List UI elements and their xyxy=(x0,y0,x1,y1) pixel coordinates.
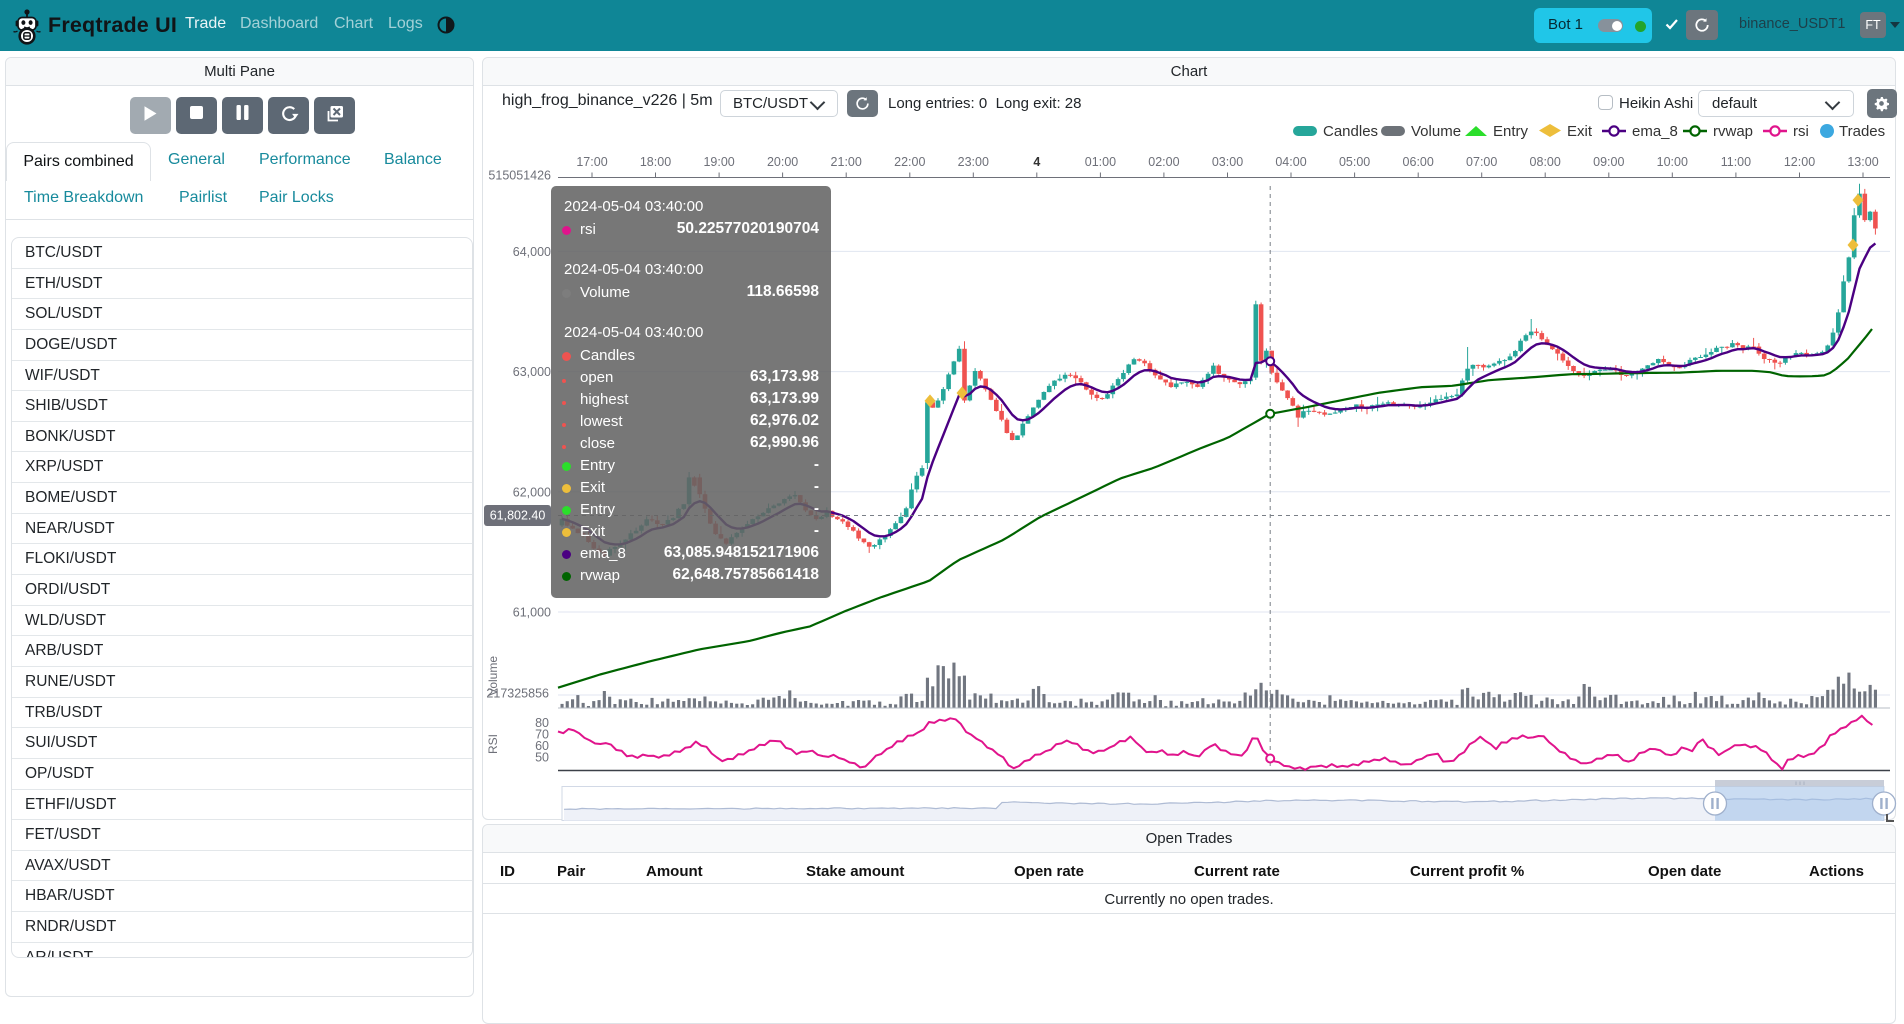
svg-text:62,000: 62,000 xyxy=(513,485,551,499)
svg-text:11:00: 11:00 xyxy=(1721,155,1751,169)
svg-text:20:00: 20:00 xyxy=(767,155,798,169)
svg-text:01:00: 01:00 xyxy=(1085,155,1116,169)
svg-text:10:00: 10:00 xyxy=(1657,155,1688,169)
svg-text:06:00: 06:00 xyxy=(1403,155,1434,169)
svg-text:07:00: 07:00 xyxy=(1466,155,1497,169)
svg-text:17:00: 17:00 xyxy=(576,155,607,169)
svg-text:22:00: 22:00 xyxy=(894,155,925,169)
svg-text:21:00: 21:00 xyxy=(831,155,862,169)
svg-text:64,000: 64,000 xyxy=(513,245,551,259)
svg-text:Entry: Entry xyxy=(1493,123,1529,140)
svg-text:rvwap: rvwap xyxy=(1713,123,1753,140)
svg-text:217325856: 217325856 xyxy=(486,687,549,701)
svg-text:12:00: 12:00 xyxy=(1784,155,1815,169)
svg-text:05:00: 05:00 xyxy=(1339,155,1370,169)
svg-text:61,000: 61,000 xyxy=(513,606,551,620)
svg-text:04:00: 04:00 xyxy=(1275,155,1306,169)
svg-text:23:00: 23:00 xyxy=(958,155,989,169)
svg-text:08:00: 08:00 xyxy=(1530,155,1561,169)
svg-text:Volume: Volume xyxy=(486,656,500,696)
svg-text:02:00: 02:00 xyxy=(1148,155,1179,169)
svg-text:70: 70 xyxy=(535,727,549,741)
svg-text:Candles: Candles xyxy=(1323,123,1378,140)
svg-text:63,000: 63,000 xyxy=(513,365,551,379)
svg-text:515051426: 515051426 xyxy=(488,169,551,183)
svg-text:4: 4 xyxy=(1033,155,1040,169)
svg-text:19:00: 19:00 xyxy=(703,155,734,169)
svg-text:Trades: Trades xyxy=(1839,123,1885,140)
svg-text:09:00: 09:00 xyxy=(1593,155,1624,169)
svg-text:80: 80 xyxy=(535,716,549,730)
svg-text:50: 50 xyxy=(535,751,549,765)
svg-text:Exit: Exit xyxy=(1567,123,1593,140)
svg-text:03:00: 03:00 xyxy=(1212,155,1243,169)
svg-text:RSI: RSI xyxy=(486,734,500,754)
svg-text:Volume: Volume xyxy=(1411,123,1461,140)
svg-text:18:00: 18:00 xyxy=(640,155,671,169)
svg-text:rsi: rsi xyxy=(1793,123,1809,140)
svg-text:61,802.40: 61,802.40 xyxy=(490,509,546,523)
svg-text:60: 60 xyxy=(535,739,549,753)
svg-text:13:00: 13:00 xyxy=(1847,155,1878,169)
svg-text:ema_8: ema_8 xyxy=(1632,123,1678,140)
